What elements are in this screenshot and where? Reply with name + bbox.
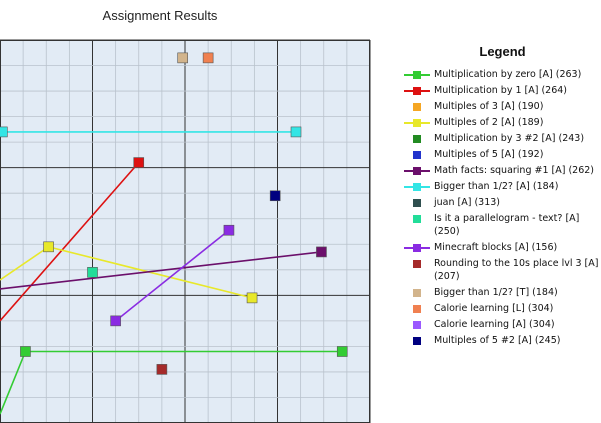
legend-swatch-marker xyxy=(413,151,421,159)
legend-swatch-marker xyxy=(413,244,421,252)
legend-label: Bigger than 1/2? [T] (184) xyxy=(434,287,558,298)
legend-swatch xyxy=(413,260,421,268)
legend-label: Calorie learning [L] (304) xyxy=(434,303,554,314)
data-point-11-0[interactable] xyxy=(156,364,168,375)
legend-swatch xyxy=(404,71,430,79)
data-point-7-1[interactable] xyxy=(290,126,302,138)
series-layer xyxy=(0,52,348,415)
legend-swatch xyxy=(413,289,421,297)
legend-label: Is it a parallelogram - text? [A] (250) xyxy=(434,213,580,237)
data-point-3-2[interactable] xyxy=(246,292,258,304)
legend-swatch xyxy=(413,305,421,313)
legend-swatch-marker xyxy=(413,199,421,207)
legend-swatch xyxy=(413,103,421,111)
data-point-10-0[interactable] xyxy=(110,315,121,327)
legend-swatch xyxy=(404,119,430,127)
legend-swatch-marker xyxy=(413,337,421,345)
chart-title: Assignment Results xyxy=(102,8,218,23)
data-point-0-1[interactable] xyxy=(20,346,31,357)
legend-swatch-marker xyxy=(413,87,421,95)
legend-title: Legend xyxy=(479,44,526,59)
legend-swatch-marker xyxy=(413,183,421,191)
legend-swatch xyxy=(404,183,430,191)
legend-swatch xyxy=(413,199,421,207)
data-point-13-0[interactable] xyxy=(202,52,214,64)
legend-label: Minecraft blocks [A] (156) xyxy=(434,242,558,253)
legend-swatch xyxy=(413,337,421,345)
legend-swatch-marker xyxy=(413,71,421,79)
legend-swatch-marker xyxy=(413,103,421,111)
legend-swatch-marker xyxy=(413,289,421,297)
grid xyxy=(0,39,371,423)
plot-area xyxy=(0,39,371,423)
legend-swatch xyxy=(413,215,421,223)
legend-swatch-marker xyxy=(413,215,421,223)
legend-swatch xyxy=(413,135,421,143)
legend-swatch-marker xyxy=(413,305,421,313)
legend-label: Rounding to the 10s place lvl 3 [A] (207… xyxy=(434,258,599,282)
legend-swatch-marker xyxy=(413,135,421,143)
legend-label: Multiples of 2 [A] (189) xyxy=(434,117,544,128)
legend-label: Multiples of 5 #2 [A] (245) xyxy=(434,335,561,346)
legend-swatch-marker xyxy=(413,119,421,127)
data-point-1-1[interactable] xyxy=(133,157,145,168)
data-point-10-1[interactable] xyxy=(223,224,235,236)
data-point-0-2[interactable] xyxy=(336,346,348,357)
series-line-1 xyxy=(0,162,140,322)
legend-label: juan [A] (313) xyxy=(434,197,500,208)
legend-label: Multiplication by zero [A] (263) xyxy=(434,69,582,80)
legend-swatch xyxy=(404,244,430,252)
legend: Legend Multiplication by zero [A] (263) M… xyxy=(400,42,600,423)
legend-label: Multiples of 3 [A] (190) xyxy=(434,101,544,112)
legend-swatch-marker xyxy=(413,321,421,329)
legend-label: Bigger than 1/2? [A] (184) xyxy=(434,181,559,192)
data-point-3-1[interactable] xyxy=(43,241,54,253)
legend-label: Multiplication by 3 #2 [A] (243) xyxy=(434,133,585,144)
legend-label: Calorie learning [A] (304) xyxy=(434,319,555,330)
data-point-7-0[interactable] xyxy=(0,126,8,138)
data-point-9-0[interactable] xyxy=(87,267,98,278)
series-line-6 xyxy=(0,251,322,290)
series-line-10 xyxy=(115,229,230,322)
legend-swatch-marker xyxy=(413,260,421,268)
data-point-12-0[interactable] xyxy=(177,52,188,64)
data-point-15-0[interactable] xyxy=(269,190,281,202)
data-point-6-1[interactable] xyxy=(316,246,327,258)
legend-swatch xyxy=(404,167,430,175)
legend-swatch-marker xyxy=(413,167,421,175)
legend-label: Math facts: squaring #1 [A] (262) xyxy=(434,165,595,176)
legend-swatch xyxy=(404,87,430,95)
legend-swatch xyxy=(413,151,421,159)
legend-label: Multiples of 5 [A] (192) xyxy=(434,149,544,160)
legend-swatch xyxy=(413,321,421,329)
legend-label: Multiplication by 1 [A] (264) xyxy=(434,85,568,96)
